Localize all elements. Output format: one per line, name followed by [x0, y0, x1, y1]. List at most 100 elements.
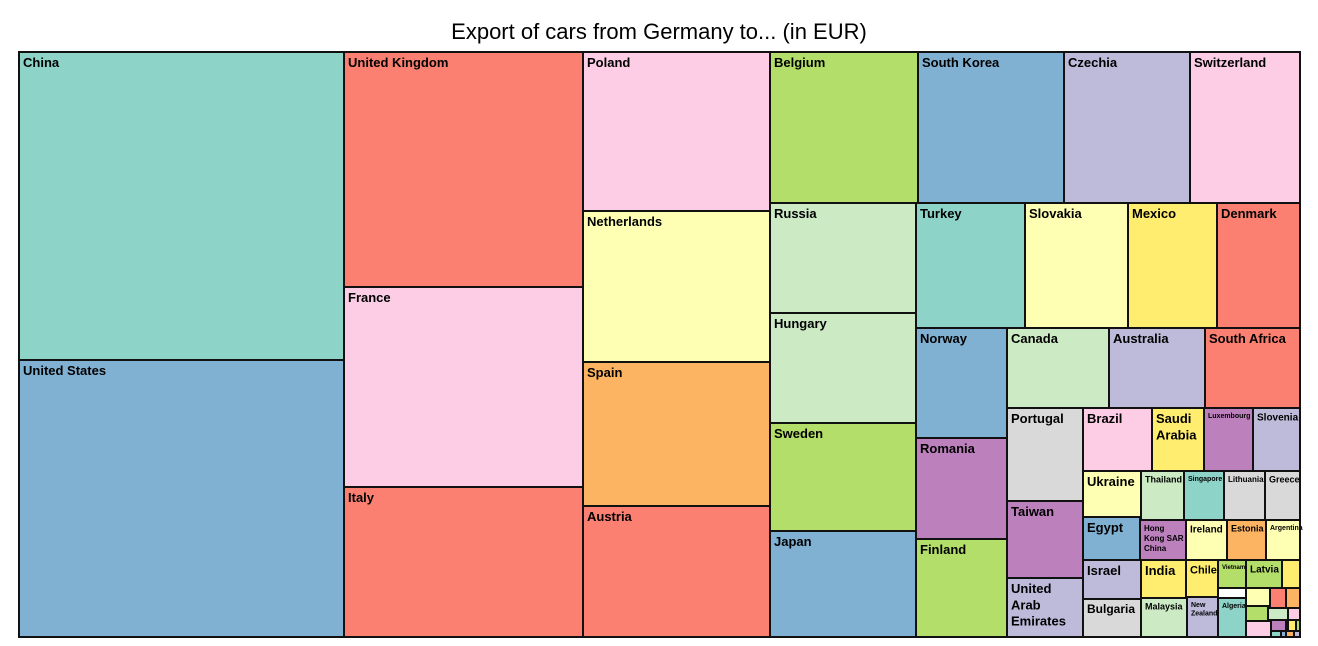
tile-label-argentina: Argentina	[1270, 525, 1303, 532]
tile-label-singapore: Singapore	[1188, 476, 1222, 483]
tile-label-sweden: Sweden	[774, 426, 823, 441]
tile-singapore	[1183, 470, 1225, 521]
tile-united-arab-emirates	[1006, 577, 1084, 638]
tile-south-korea	[917, 51, 1065, 204]
tile-label-vietnam: Vietnam	[1222, 565, 1245, 571]
tile-label-netherlands: Netherlands	[587, 214, 662, 229]
tile-label-japan: Japan	[774, 534, 812, 549]
tile-south-africa	[1204, 327, 1301, 409]
tile-switzerland	[1189, 51, 1301, 204]
tile-united-states	[18, 359, 345, 638]
tile-label-united-kingdom: United Kingdom	[348, 55, 448, 70]
tile-unlabeled-4	[1285, 587, 1301, 609]
tile-slovenia	[1252, 407, 1301, 472]
tile-label-russia: Russia	[774, 206, 817, 221]
tile-label-united-arab-emirates: United Arab Emirates	[1011, 581, 1066, 629]
tile-label-turkey: Turkey	[920, 206, 962, 221]
tile-czechia	[1063, 51, 1191, 204]
tile-saudi-arabia	[1151, 407, 1205, 472]
tile-unlabeled-16	[1287, 619, 1297, 632]
tile-label-hungary: Hungary	[774, 316, 828, 331]
tile-united-kingdom	[343, 51, 584, 288]
tile-label-italy: Italy	[348, 490, 375, 505]
tile-slovakia	[1024, 202, 1129, 329]
tile-turkey	[915, 202, 1026, 329]
tile-unlabeled-2	[1245, 587, 1271, 607]
tile-bulgaria	[1082, 598, 1142, 638]
tile-mexico	[1127, 202, 1218, 329]
tile-label-south-africa: South Africa	[1209, 331, 1287, 346]
chart-title: Export of cars from Germany to... (in EU…	[451, 19, 867, 44]
tile-label-egypt: Egypt	[1087, 520, 1124, 535]
tile-label-israel: Israel	[1087, 563, 1121, 578]
tile-label-south-korea: South Korea	[922, 55, 1000, 70]
tile-chile	[1185, 559, 1219, 598]
tile-label-czechia: Czechia	[1068, 55, 1118, 70]
tile-label-canada: Canada	[1011, 331, 1059, 346]
tile-label-saudi-arabia: Saudi Arabia	[1156, 411, 1197, 442]
tile-label-malaysia: Malaysia	[1145, 602, 1184, 612]
tile-sweden	[769, 422, 917, 532]
tile-spain	[582, 361, 771, 507]
tile-label-australia: Australia	[1113, 331, 1169, 346]
tile-label-denmark: Denmark	[1221, 206, 1277, 221]
tile-label-new-zealand: New Zealand	[1191, 602, 1217, 618]
tile-label-france: France	[348, 290, 391, 305]
tile-hungary	[769, 312, 917, 424]
tile-label-spain: Spain	[587, 365, 622, 380]
tile-label-lithuania: Lithuania	[1228, 475, 1264, 484]
tile-label-norway: Norway	[920, 331, 968, 346]
tile-label-ireland: Ireland	[1190, 525, 1223, 536]
tile-label-luxembourg: Luxembourg	[1208, 413, 1250, 420]
tile-thailand	[1140, 470, 1185, 521]
tile-unlabeled-1	[1281, 559, 1301, 589]
tile-label-portugal: Portugal	[1011, 411, 1064, 426]
tile-label-india: India	[1145, 563, 1176, 578]
tile-label-chile: Chile	[1190, 564, 1217, 576]
tile-label-taiwan: Taiwan	[1011, 504, 1054, 519]
tile-label-united-states: United States	[23, 363, 106, 378]
tile-label-algeria: Algeria	[1222, 603, 1246, 610]
tile-algeria	[1217, 597, 1247, 638]
tile-egypt	[1082, 516, 1141, 561]
tile-label-poland: Poland	[587, 55, 630, 70]
tile-label-brazil: Brazil	[1087, 411, 1122, 426]
treemap-frame	[18, 51, 1301, 638]
tile-france	[343, 286, 584, 488]
tile-label-bulgaria: Bulgaria	[1087, 602, 1135, 616]
tile-label-estonia: Estonia	[1231, 524, 1265, 534]
tile-label-ukraine: Ukraine	[1087, 474, 1135, 489]
tile-unlabeled-3	[1269, 587, 1287, 609]
tile-malaysia	[1140, 597, 1188, 638]
tile-label-thailand: Thailand	[1145, 475, 1182, 485]
tile-china	[18, 51, 345, 361]
tile-latvia	[1245, 559, 1283, 589]
tile-canada	[1006, 327, 1110, 409]
tile-label-slovakia: Slovakia	[1029, 206, 1083, 221]
tile-unlabeled-6	[1267, 607, 1289, 621]
tile-unlabeled-7	[1287, 607, 1301, 621]
tile-label-china: China	[23, 55, 60, 70]
tile-label-switzerland: Switzerland	[1194, 55, 1266, 70]
tile-unlabeled-5	[1245, 605, 1269, 622]
tile-label-slovenia: Slovenia	[1257, 413, 1299, 424]
tile-poland	[582, 51, 771, 212]
tile-label-austria: Austria	[587, 509, 633, 524]
tile-ukraine	[1082, 470, 1142, 518]
tile-australia	[1108, 327, 1206, 409]
tile-netherlands	[582, 210, 771, 363]
tile-austria	[582, 505, 771, 638]
tile-label-mexico: Mexico	[1132, 206, 1176, 221]
tile-label-finland: Finland	[920, 542, 966, 557]
tile-brazil	[1082, 407, 1153, 472]
tile-label-latvia: Latvia	[1250, 565, 1279, 576]
tile-estonia	[1226, 519, 1267, 561]
tile-russia	[769, 202, 917, 314]
tile-belgium	[769, 51, 919, 204]
tile-denmark	[1216, 202, 1301, 329]
tile-label-hong-kong-sar-china: Hong Kong SAR China	[1144, 524, 1184, 553]
tile-label-romania: Romania	[920, 441, 976, 456]
tile-italy	[343, 486, 584, 638]
tile-unlabeled-8	[1245, 620, 1272, 638]
